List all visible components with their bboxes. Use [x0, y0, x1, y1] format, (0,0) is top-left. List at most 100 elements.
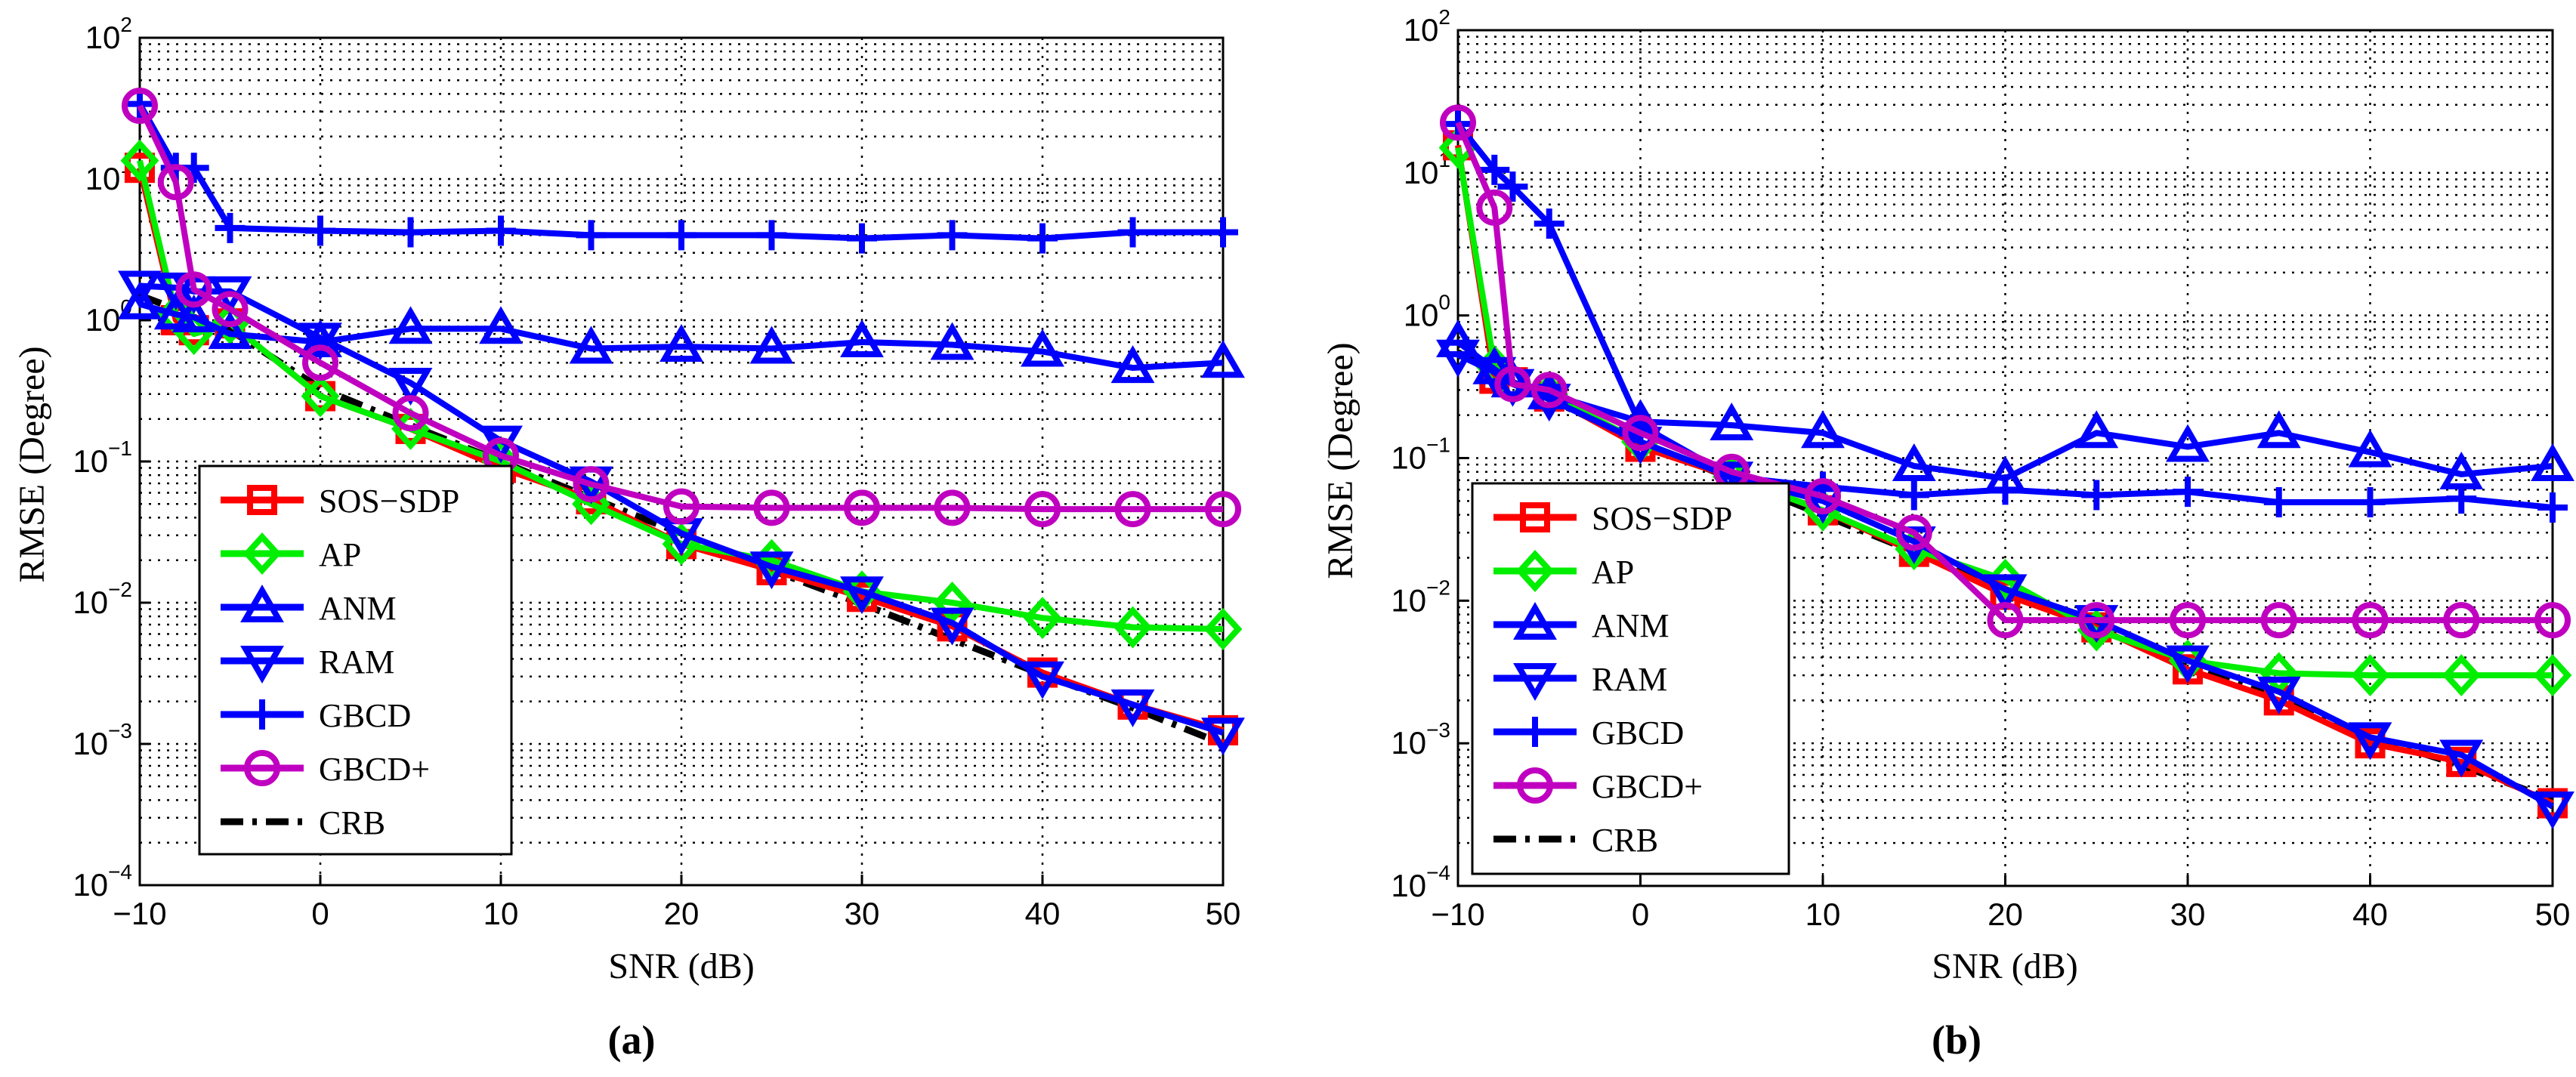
legend-item: RAM — [221, 643, 394, 684]
triangle-up-marker — [1021, 329, 1064, 367]
x-tick-label: 40 — [2352, 896, 2388, 932]
circle-marker — [2078, 602, 2115, 639]
circle-marker — [1205, 491, 1241, 528]
triangle-up-marker — [1710, 403, 1754, 440]
legend-item: GBCD — [221, 697, 411, 734]
legend-label: SOS−SDP — [319, 483, 459, 520]
x-tick-label: 30 — [845, 896, 880, 931]
chart-panel-b: RMSE (Degree) SNR (dB) (b) −10 0 10 20 30 40 5… — [1320, 5, 2574, 1063]
triangle-up-marker — [2166, 424, 2210, 462]
circle-marker — [1440, 104, 1476, 141]
plus-marker — [1497, 171, 1528, 202]
triangle-up-marker — [930, 322, 974, 360]
y-tick-label: 10−3 — [73, 719, 132, 761]
legend-label: GBCD — [1592, 714, 1684, 751]
triangle-up-marker — [1513, 602, 1557, 640]
diamond-marker — [1203, 608, 1243, 650]
triangle-up-marker — [569, 326, 613, 364]
plus-marker — [215, 212, 246, 243]
triangle-up-marker — [2348, 429, 2392, 468]
y-tick-label: 10−4 — [73, 860, 132, 903]
diamond-marker — [2442, 654, 2481, 697]
circle-marker — [1494, 366, 1531, 403]
circle-marker — [1024, 491, 1061, 528]
circle-marker — [157, 164, 194, 201]
axes-frame — [138, 36, 1225, 887]
triangle-up-marker — [1472, 346, 1517, 384]
triangle-down-marker — [388, 367, 433, 406]
legend-item: ANM — [1493, 602, 1669, 644]
y-tick-label: 10−1 — [1391, 434, 1450, 476]
plus-marker — [1534, 208, 1564, 239]
triangle-down-marker — [1513, 663, 1557, 701]
legend-item: RAM — [1493, 661, 1667, 701]
plus-marker — [1027, 223, 1058, 254]
diamond-marker — [1515, 550, 1555, 592]
circle-marker — [1622, 415, 1659, 452]
plus-marker — [937, 220, 968, 251]
triangle-up-marker — [479, 306, 523, 344]
triangle-up-marker — [298, 319, 342, 357]
y-tick-label: 10−2 — [73, 578, 132, 620]
series-gbcd-plus — [1440, 104, 2571, 639]
triangle-down-marker — [1110, 689, 1155, 727]
circle-marker — [175, 271, 212, 308]
diamond-marker — [933, 582, 971, 624]
plus-marker — [2173, 477, 2203, 508]
circle-marker — [2352, 602, 2389, 639]
circle-marker — [244, 750, 280, 786]
legend-item: AP — [1493, 550, 1634, 592]
triangle-down-marker — [2439, 739, 2484, 778]
x-tick-label: 10 — [1805, 896, 1841, 932]
triangle-down-marker — [240, 646, 284, 684]
y-tick-label: 102 — [1404, 5, 1450, 48]
caption: (a) — [608, 1017, 656, 1063]
triangle-up-marker — [1801, 410, 1845, 449]
plus-marker — [847, 223, 877, 254]
legend-label: GBCD+ — [1592, 768, 1703, 805]
triangle-down-marker — [2531, 791, 2574, 829]
plus-marker — [1898, 480, 1929, 511]
legend-label: RAM — [1592, 661, 1667, 698]
legend-item: SOS−SDP — [1493, 500, 1732, 537]
circle-marker — [302, 344, 338, 381]
x-tick-label: −10 — [1431, 896, 1484, 932]
series-gbcd — [125, 88, 1238, 254]
plus-marker — [2446, 483, 2477, 514]
x-tick-label: 50 — [2535, 896, 2571, 932]
plus-marker — [2081, 480, 2112, 511]
caption: (b) — [1932, 1017, 1981, 1063]
x-tick-label: 20 — [1988, 896, 2023, 932]
plus-marker — [1990, 474, 2021, 505]
circle-marker — [573, 466, 610, 503]
square-marker — [1520, 502, 1550, 532]
plus-marker — [2355, 487, 2386, 518]
circle-marker — [2534, 602, 2571, 639]
circle-marker — [753, 489, 790, 526]
y-axis-label: RMSE (Degree) — [12, 346, 52, 582]
plus-marker — [247, 699, 277, 730]
circle-marker — [2260, 602, 2297, 639]
circle-marker — [1476, 189, 1513, 226]
diamond-marker — [242, 532, 282, 575]
x-tick-label: 40 — [1025, 896, 1061, 931]
triangle-up-marker — [2256, 410, 2301, 449]
triangle-up-marker — [1892, 443, 1936, 481]
plus-marker — [576, 220, 607, 251]
y-tick-label: 10−3 — [1391, 718, 1450, 761]
plus-marker — [1117, 217, 1148, 248]
triangle-up-marker — [1490, 360, 1535, 398]
legend-label: ANM — [1592, 607, 1669, 644]
triangle-down-marker — [118, 270, 162, 309]
triangle-up-marker — [1436, 319, 1480, 357]
axes-frame — [1456, 29, 2554, 887]
x-tick-label: 30 — [2170, 896, 2206, 932]
plus-marker — [486, 215, 516, 246]
triangle-up-marker — [749, 326, 794, 364]
diamond-marker — [2533, 654, 2572, 697]
legend-item: AP — [221, 532, 361, 575]
legend-item: GBCD — [1493, 714, 1684, 751]
circle-marker — [1805, 478, 1841, 515]
triangle-up-marker — [118, 281, 162, 319]
